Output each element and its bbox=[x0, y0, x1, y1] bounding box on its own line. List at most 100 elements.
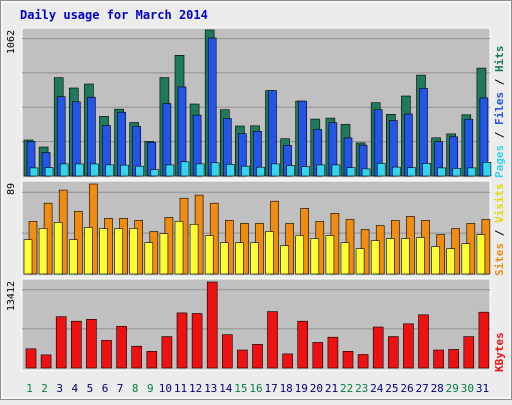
bar-sites bbox=[295, 235, 305, 275]
bar-pages bbox=[271, 163, 280, 177]
bar-sites bbox=[325, 235, 335, 275]
bar-kbytes bbox=[372, 326, 384, 369]
bar-sites bbox=[204, 235, 214, 275]
bar-pages bbox=[195, 163, 205, 177]
legend-kbytes: KBytes bbox=[493, 332, 506, 372]
bar-sites bbox=[355, 248, 365, 275]
bar-files bbox=[268, 90, 277, 177]
legend-sep-2: / bbox=[493, 72, 506, 92]
bar-pages bbox=[135, 165, 144, 177]
day-label: 12 bbox=[189, 382, 202, 395]
bar-sites bbox=[53, 222, 63, 275]
day-label: 14 bbox=[219, 382, 233, 395]
bar-pages bbox=[301, 166, 311, 177]
bar-pages bbox=[361, 168, 371, 177]
bar-files bbox=[464, 118, 474, 177]
top-legend: Pages / Files / Hits bbox=[493, 46, 506, 179]
bar-sites bbox=[416, 237, 425, 275]
day-labels: 1 2 3 4 5 6 7 8 9 10 11 12 13 14 15 16 17 18 19 20 21 22 23 24 2… bbox=[26, 382, 489, 395]
bar-kbytes bbox=[418, 314, 429, 369]
bar-kbytes bbox=[161, 336, 173, 369]
bar-sites bbox=[159, 233, 169, 275]
bar-files bbox=[419, 88, 428, 177]
day-label: 24 bbox=[370, 382, 384, 395]
bar-pages bbox=[241, 165, 250, 177]
day-label: 7 bbox=[117, 382, 124, 395]
bar-kbytes bbox=[176, 312, 188, 369]
bar-sites bbox=[280, 245, 289, 275]
day-label: 25 bbox=[385, 382, 398, 395]
bar-pages bbox=[226, 164, 235, 177]
bar-sites bbox=[446, 248, 456, 275]
bar-kbytes bbox=[252, 343, 263, 369]
bar-sites bbox=[340, 242, 350, 275]
bar-pages bbox=[120, 164, 129, 177]
bar-kbytes bbox=[282, 353, 293, 369]
legend-sites: Sites bbox=[493, 243, 506, 276]
bar-sites bbox=[144, 242, 154, 275]
bar-kbytes bbox=[116, 325, 127, 369]
bar-kbytes bbox=[342, 350, 354, 369]
bar-sites bbox=[69, 239, 78, 275]
bar-kbytes bbox=[146, 350, 158, 369]
bar-kbytes bbox=[191, 313, 203, 369]
bar-sites bbox=[250, 242, 259, 275]
day-label: 15 bbox=[234, 382, 247, 395]
bar-pages bbox=[180, 161, 190, 177]
day-label: 22 bbox=[340, 382, 353, 395]
day-label: 18 bbox=[280, 382, 293, 395]
chart-title: Daily usage for March 2014 bbox=[20, 8, 208, 22]
day-label: 9 bbox=[147, 382, 154, 395]
bar-sites bbox=[84, 227, 93, 275]
bar-pages bbox=[316, 164, 326, 177]
bar-sites bbox=[431, 246, 440, 275]
bar-pages bbox=[165, 164, 175, 177]
bar-sites bbox=[174, 221, 184, 275]
svg-text:Pages / Files / Hits: Pages / Files / Hits bbox=[493, 46, 506, 179]
bar-kbytes bbox=[222, 334, 233, 369]
bar-sites bbox=[220, 242, 229, 275]
bar-kbytes bbox=[55, 316, 67, 369]
bars-group bbox=[22, 29, 492, 369]
bar-pages bbox=[59, 163, 69, 177]
legend-hits: Hits bbox=[493, 46, 506, 73]
day-label: 28 bbox=[431, 382, 444, 395]
bar-sites bbox=[129, 228, 138, 275]
day-label: 29 bbox=[446, 382, 459, 395]
bar-pages bbox=[44, 167, 54, 177]
day-label: 6 bbox=[102, 382, 109, 395]
bar-sites bbox=[385, 238, 395, 275]
day-label: 31 bbox=[476, 382, 489, 395]
bar-pages bbox=[90, 163, 99, 177]
day-label: 2 bbox=[41, 382, 48, 395]
bar-sites bbox=[265, 231, 274, 275]
bar-kbytes bbox=[25, 348, 37, 369]
chart-frame-inner bbox=[1, 1, 511, 399]
bar-kbytes bbox=[433, 349, 444, 369]
svg-text:Sites / Visits: Sites / Visits bbox=[493, 183, 506, 276]
bar-pages bbox=[407, 167, 416, 177]
bar-pages bbox=[286, 165, 295, 177]
legend-sep-1: / bbox=[493, 125, 506, 145]
bar-sites bbox=[99, 228, 108, 275]
day-label: 19 bbox=[295, 382, 308, 395]
day-label: 13 bbox=[204, 382, 217, 395]
bar-pages bbox=[150, 169, 160, 177]
bar-kbytes bbox=[40, 354, 52, 369]
bottom-legend: KBytes bbox=[493, 332, 506, 372]
bar-files bbox=[298, 100, 308, 177]
bar-kbytes bbox=[357, 354, 369, 369]
bottom-y-max-label: 13412 bbox=[6, 281, 17, 311]
day-label: 21 bbox=[325, 382, 338, 395]
bar-sites bbox=[189, 224, 199, 275]
bar-kbytes bbox=[403, 323, 414, 369]
bar-sites bbox=[476, 234, 486, 275]
bar-sites bbox=[401, 238, 410, 275]
bar-kbytes bbox=[478, 311, 490, 369]
bar-pages bbox=[105, 164, 114, 177]
bar-kbytes bbox=[387, 336, 399, 369]
day-label: 16 bbox=[249, 382, 262, 395]
bar-pages bbox=[391, 166, 401, 177]
bar-kbytes bbox=[206, 281, 218, 369]
legend-pages: Pages bbox=[493, 145, 506, 178]
